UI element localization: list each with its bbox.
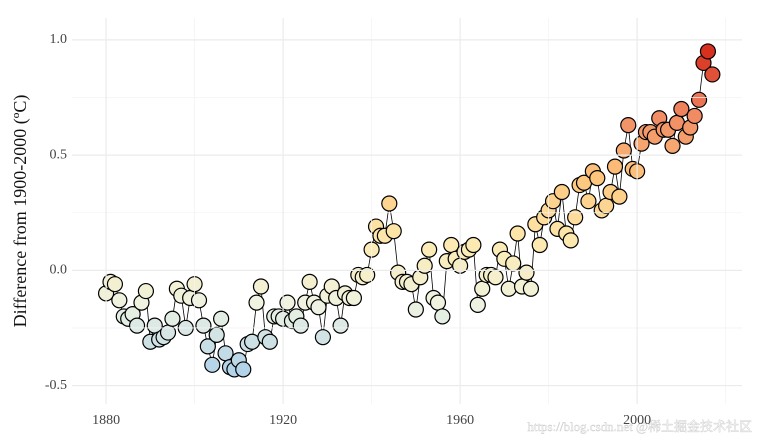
point [469, 296, 486, 314]
point [500, 280, 517, 297]
point [332, 317, 349, 334]
point [106, 276, 124, 293]
y-tick-label: 0.5 [50, 147, 68, 162]
point [615, 142, 632, 159]
y-axis-label: Difference from 1900-2000 (ºC) [10, 95, 31, 328]
point [208, 326, 225, 343]
point [261, 333, 278, 350]
point [314, 329, 332, 346]
point [589, 170, 606, 187]
point [217, 345, 234, 362]
point [416, 257, 433, 274]
point [159, 324, 177, 341]
point [611, 188, 628, 205]
point [385, 223, 402, 240]
point [518, 264, 535, 281]
x-tick-label: 1960 [446, 413, 474, 428]
point [359, 266, 376, 284]
point [443, 236, 460, 254]
x-tick-label: 1920 [269, 413, 297, 428]
point [465, 236, 482, 254]
point [664, 137, 681, 154]
point [434, 308, 451, 325]
point [137, 282, 155, 300]
point [111, 292, 128, 309]
y-tick-label: -0.5 [45, 378, 67, 393]
point [704, 66, 721, 83]
point [310, 299, 327, 316]
point [195, 317, 212, 334]
point [190, 292, 208, 309]
point [531, 236, 548, 254]
point [248, 294, 265, 311]
point [487, 269, 504, 286]
point [128, 317, 146, 334]
point [606, 158, 624, 175]
point [199, 338, 216, 355]
point [567, 209, 584, 226]
point [598, 197, 615, 214]
point [407, 301, 424, 318]
point [421, 241, 438, 258]
watermark: https://blog.csdn.net @稀土掘金技术社区 [527, 419, 752, 434]
point [213, 310, 230, 327]
point [279, 294, 296, 311]
point [673, 100, 690, 118]
point [699, 43, 717, 60]
point [235, 361, 252, 378]
point [204, 356, 221, 373]
point [553, 183, 570, 201]
y-tick-label: 1.0 [50, 32, 68, 47]
x-tick-label: 1880 [92, 413, 120, 428]
point [690, 91, 708, 108]
point [562, 232, 579, 249]
point [686, 107, 703, 125]
point [164, 310, 181, 327]
point [509, 225, 526, 242]
point [580, 193, 597, 210]
point [429, 294, 447, 311]
point [381, 195, 398, 212]
point [620, 117, 637, 134]
point [474, 280, 491, 297]
x-tick-label: 2000 [623, 413, 651, 428]
point [292, 317, 309, 334]
y-tick-label: 0.0 [50, 263, 68, 278]
point [522, 280, 540, 297]
point [301, 273, 318, 290]
point [345, 289, 362, 307]
point [505, 255, 522, 272]
point [252, 278, 270, 295]
